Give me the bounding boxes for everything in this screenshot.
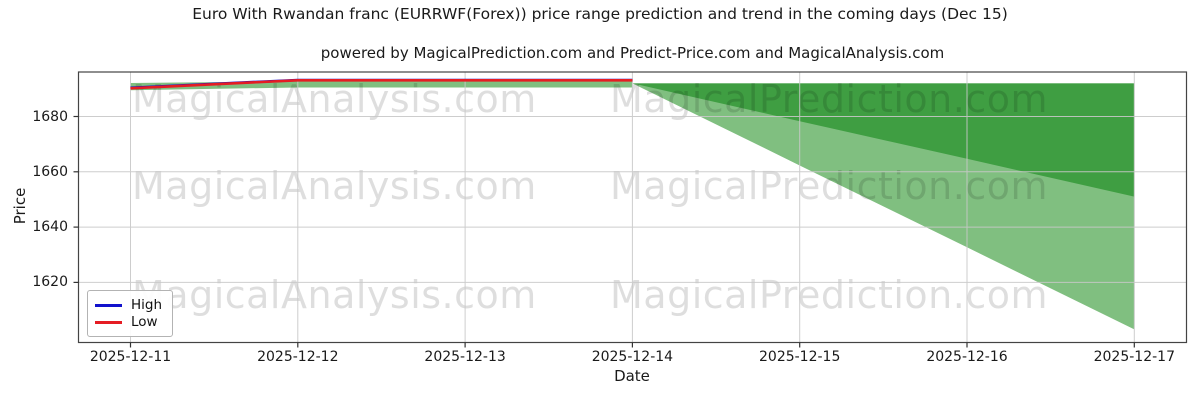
x-tick-label: 2025-12-15 xyxy=(759,349,841,365)
legend: High Low xyxy=(87,290,173,337)
legend-item-high: High xyxy=(95,297,164,313)
x-tick-label: 2025-12-13 xyxy=(424,349,506,365)
low-line xyxy=(130,78,633,90)
y-tick-label: 1680 xyxy=(32,108,68,125)
x-tick-label: 2025-12-14 xyxy=(591,349,674,365)
forecast-inner-range xyxy=(632,83,1135,197)
watermark-text: MagicalAnalysis.com xyxy=(132,273,537,317)
high-line-swatch xyxy=(95,303,122,307)
watermark-text: MagicalPrediction.com xyxy=(610,164,1048,208)
watermark-text: MagicalAnalysis.com xyxy=(132,164,537,208)
y-tick-label: 1660 xyxy=(32,163,68,180)
gridlines xyxy=(78,72,1187,343)
low-line-swatch xyxy=(95,320,122,324)
legend-label-high: High xyxy=(131,296,163,313)
x-tick-label: 2025-12-12 xyxy=(257,349,339,365)
legend-label-low: Low xyxy=(131,313,158,330)
watermark-text: MagicalPrediction.com xyxy=(610,273,1048,317)
x-axis-label: Date xyxy=(614,367,650,385)
x-tick-label: 2025-12-17 xyxy=(1093,349,1175,365)
y-tick-label: 1640 xyxy=(32,219,68,236)
history-high-low-range xyxy=(130,81,633,91)
x-tick-label: 2025-12-11 xyxy=(89,349,172,365)
watermark: MagicalAnalysis.com MagicalPrediction.com… xyxy=(132,77,1048,317)
watermark-text: MagicalPrediction.com xyxy=(610,77,1048,121)
x-tick-label: 2025-12-16 xyxy=(926,349,1008,365)
legend-item-low: Low xyxy=(95,314,164,330)
tick-marks xyxy=(73,115,1135,348)
y-tick-label: 1620 xyxy=(32,274,68,291)
chart-subtitle: powered by MagicalPrediction.com and Pre… xyxy=(320,44,945,62)
range-bands xyxy=(130,81,1135,330)
chart-title: Euro With Rwandan franc (EURRWF(Forex)) … xyxy=(192,5,1008,23)
